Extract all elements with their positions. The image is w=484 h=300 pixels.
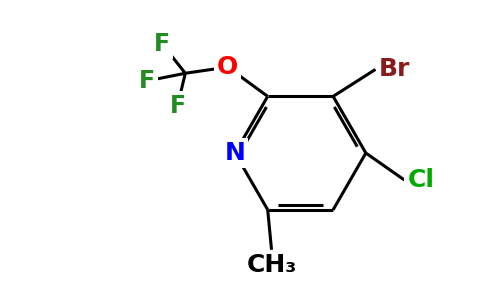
Text: N: N (225, 141, 245, 165)
Text: F: F (169, 94, 186, 118)
Text: Cl: Cl (408, 168, 435, 192)
Text: CH₃: CH₃ (246, 253, 297, 277)
Text: O: O (217, 55, 238, 79)
Text: F: F (139, 69, 155, 93)
Text: Br: Br (378, 57, 410, 81)
Text: F: F (154, 32, 170, 56)
